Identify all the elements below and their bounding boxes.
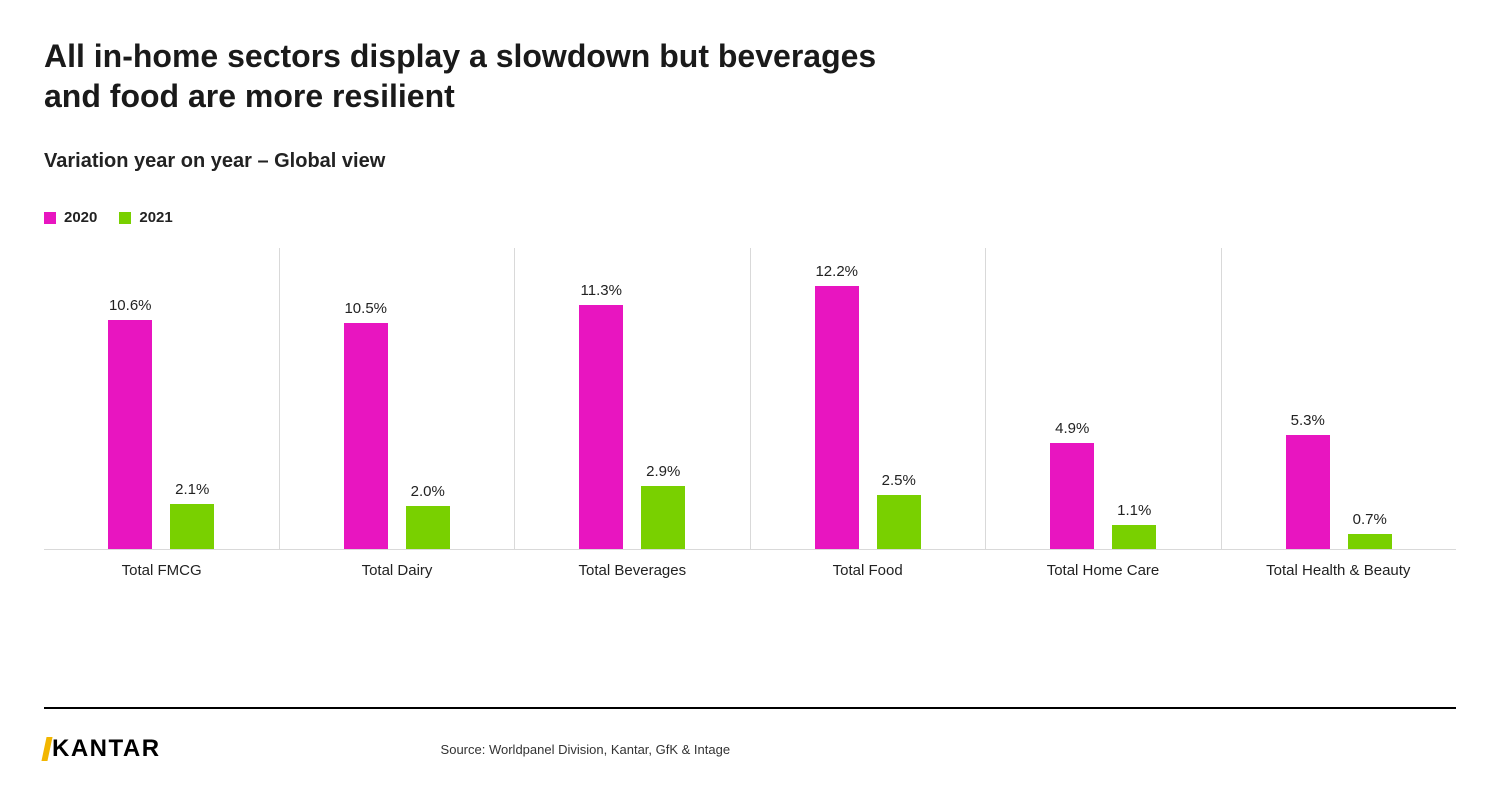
kantar-logo: KANTAR <box>44 735 161 763</box>
title-line-1: All in-home sectors display a slowdown b… <box>44 38 876 74</box>
x-axis-label: Total Dairy <box>279 562 514 579</box>
x-axis-labels: Total FMCGTotal DairyTotal BeveragesTota… <box>44 562 1456 579</box>
bar-column: 2.5% <box>877 248 921 549</box>
bar-value-label: 2.0% <box>411 483 445 500</box>
bar-column: 4.9% <box>1050 248 1094 549</box>
bar-group: 12.2% 2.5% <box>750 248 986 549</box>
kantar-logo-accent <box>41 737 52 761</box>
bar-value-label: 12.2% <box>815 263 858 280</box>
slide-title: All in-home sectors display a slowdown b… <box>44 36 1456 116</box>
x-axis-label: Total Beverages <box>515 562 750 579</box>
bar <box>1112 525 1156 549</box>
bar-group: 5.3% 0.7% <box>1221 248 1457 549</box>
x-axis-label: Total FMCG <box>44 562 279 579</box>
bar-column: 5.3% <box>1286 248 1330 549</box>
bar-column: 0.7% <box>1348 248 1392 549</box>
bar-groups: 10.6% 2.1% 10.5% 2.0% 11.3% 2.9% 12.2% 2.5% 4.9%… <box>44 248 1456 550</box>
bar-value-label: 10.5% <box>344 300 387 317</box>
bar-value-label: 2.1% <box>175 481 209 498</box>
bar <box>344 323 388 550</box>
x-axis-label: Total Health & Beauty <box>1221 562 1456 579</box>
bar-column: 12.2% <box>815 248 859 549</box>
grouped-bar-chart: 10.6% 2.1% 10.5% 2.0% 11.3% 2.9% 12.2% 2.5% 4.9%… <box>44 248 1456 596</box>
bar-column: 2.9% <box>641 248 685 549</box>
chart-legend: 2020 2021 <box>44 209 1456 226</box>
source-attribution: Source: Worldpanel Division, Kantar, GfK… <box>441 742 731 757</box>
bar-value-label: 4.9% <box>1055 420 1089 437</box>
slide-footer: KANTAR Source: Worldpanel Division, Kant… <box>44 735 1456 763</box>
bar-column: 11.3% <box>579 248 623 549</box>
bar <box>579 305 623 549</box>
bar <box>1050 443 1094 549</box>
chart-container: 10.6% 2.1% 10.5% 2.0% 11.3% 2.9% 12.2% 2.5% 4.9%… <box>44 248 1456 596</box>
bar <box>406 506 450 549</box>
bar <box>1348 534 1392 549</box>
title-line-2: and food are more resilient <box>44 78 455 114</box>
bar-value-label: 1.1% <box>1117 502 1151 519</box>
bar-group: 10.6% 2.1% <box>44 248 279 549</box>
legend-label: 2020 <box>64 209 97 226</box>
bar-group: 4.9% 1.1% <box>985 248 1221 549</box>
bar <box>641 486 685 549</box>
x-axis-label: Total Food <box>750 562 985 579</box>
bar <box>170 504 214 549</box>
kantar-logo-text: KANTAR <box>52 735 161 763</box>
bar <box>815 286 859 549</box>
bar-column: 1.1% <box>1112 248 1156 549</box>
bar-column: 10.6% <box>108 248 152 549</box>
bar-value-label: 5.3% <box>1291 412 1325 429</box>
bar <box>877 495 921 549</box>
bar-value-label: 0.7% <box>1353 511 1387 528</box>
bar-value-label: 2.9% <box>646 463 680 480</box>
bar-group: 11.3% 2.9% <box>514 248 750 549</box>
bar-column: 2.1% <box>170 248 214 549</box>
legend-item: 2021 <box>119 209 172 226</box>
bar-column: 2.0% <box>406 248 450 549</box>
bar-value-label: 10.6% <box>109 297 152 314</box>
x-axis-label: Total Home Care <box>985 562 1220 579</box>
slide-subtitle: Variation year on year – Global view <box>44 150 1456 173</box>
legend-label: 2021 <box>139 209 172 226</box>
bar <box>1286 435 1330 549</box>
bar-group: 10.5% 2.0% <box>279 248 515 549</box>
bar <box>108 320 152 549</box>
legend-swatch <box>119 212 131 224</box>
legend-swatch <box>44 212 56 224</box>
slide: All in-home sectors display a slowdown b… <box>0 0 1500 799</box>
bar-value-label: 11.3% <box>581 282 622 299</box>
bar-value-label: 2.5% <box>882 472 916 489</box>
bar-column: 10.5% <box>344 248 388 549</box>
legend-item: 2020 <box>44 209 97 226</box>
footer-divider <box>44 707 1456 709</box>
